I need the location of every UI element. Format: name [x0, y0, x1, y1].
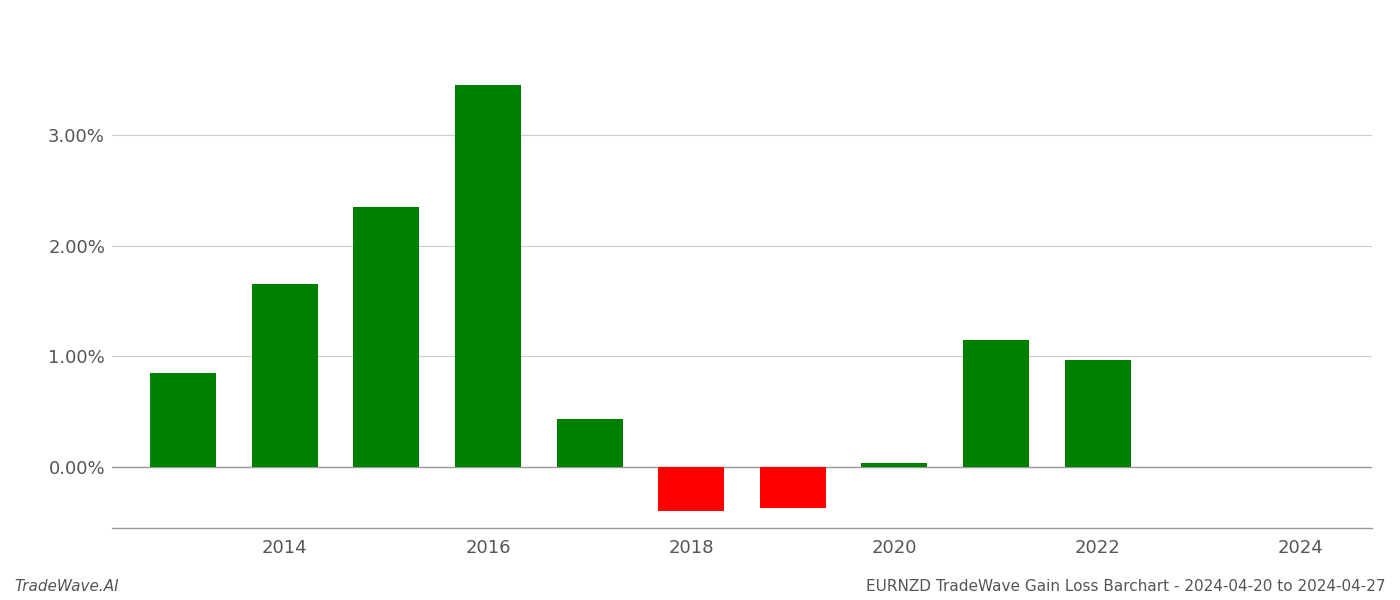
- Bar: [252, 284, 318, 467]
- Text: TradeWave.AI: TradeWave.AI: [14, 579, 119, 594]
- Bar: [1064, 359, 1131, 467]
- Bar: [455, 85, 521, 467]
- Bar: [353, 207, 420, 467]
- Text: EURNZD TradeWave Gain Loss Barchart - 2024-04-20 to 2024-04-27: EURNZD TradeWave Gain Loss Barchart - 20…: [867, 579, 1386, 594]
- Bar: [760, 467, 826, 508]
- Bar: [150, 373, 216, 467]
- Bar: [658, 467, 724, 511]
- Bar: [557, 419, 623, 467]
- Bar: [861, 463, 927, 467]
- Bar: [963, 340, 1029, 467]
